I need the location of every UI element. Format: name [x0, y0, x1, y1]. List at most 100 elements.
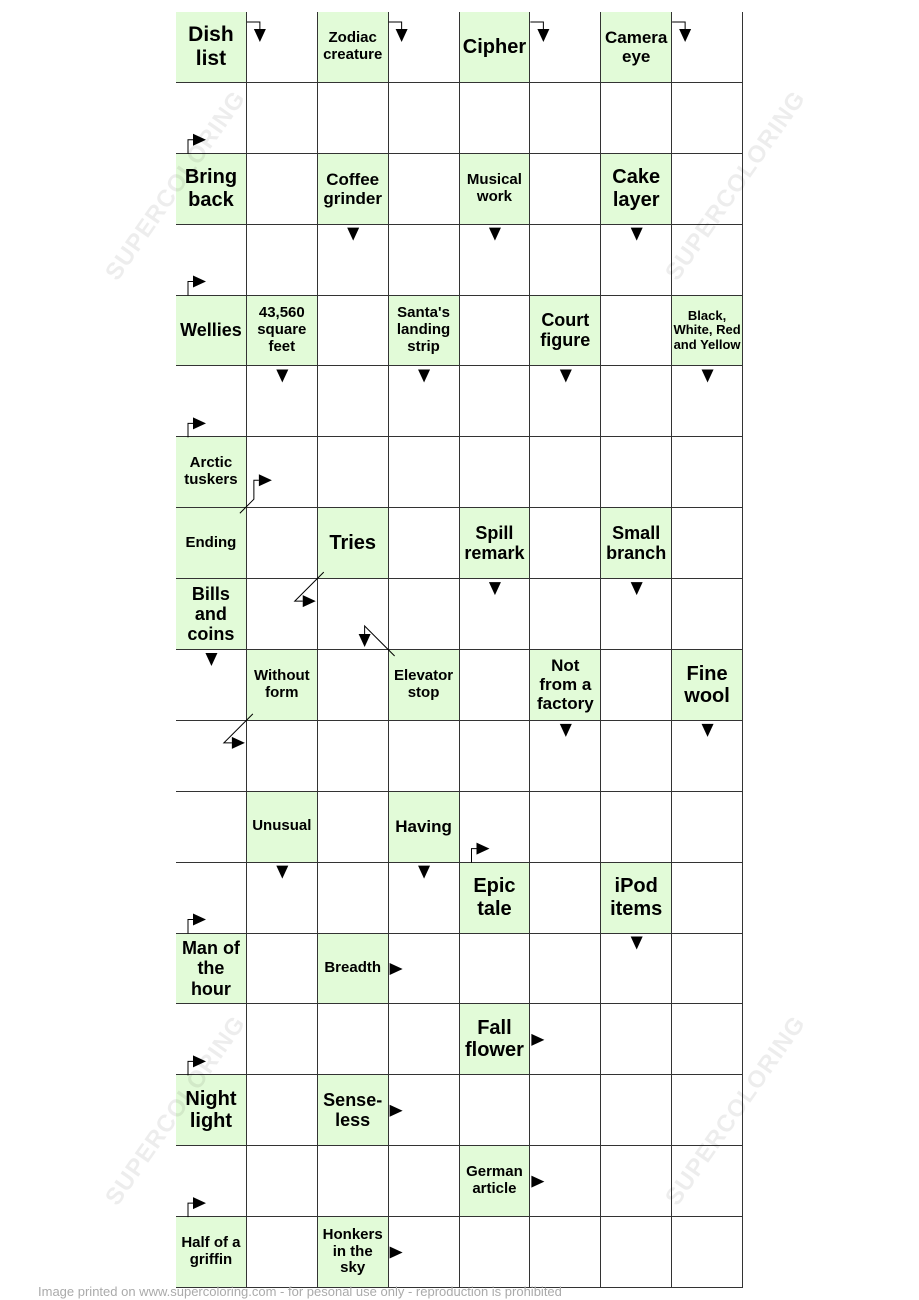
answer-cell[interactable] — [601, 791, 673, 863]
answer-cell[interactable] — [459, 82, 531, 154]
answer-cell[interactable] — [176, 366, 247, 438]
answer-cell[interactable] — [246, 82, 318, 154]
answer-cell[interactable] — [601, 1217, 673, 1288]
answer-cell[interactable] — [246, 366, 318, 438]
answer-cell[interactable] — [317, 862, 389, 934]
answer-cell[interactable] — [317, 791, 389, 863]
answer-cell[interactable] — [672, 12, 743, 83]
answer-cell[interactable] — [317, 295, 389, 367]
answer-cell[interactable] — [459, 224, 531, 296]
answer-cell[interactable] — [672, 224, 743, 296]
answer-cell[interactable] — [530, 933, 602, 1005]
answer-cell[interactable] — [246, 933, 318, 1005]
answer-cell[interactable] — [530, 437, 602, 509]
answer-cell[interactable] — [672, 153, 743, 225]
answer-cell[interactable] — [530, 720, 602, 792]
answer-cell[interactable] — [530, 1004, 602, 1076]
answer-cell[interactable] — [530, 153, 602, 225]
answer-cell[interactable] — [672, 1075, 743, 1147]
answer-cell[interactable] — [601, 82, 673, 154]
answer-cell[interactable] — [388, 862, 460, 934]
answer-cell[interactable] — [530, 508, 602, 580]
answer-cell[interactable] — [388, 720, 460, 792]
answer-cell[interactable] — [530, 862, 602, 934]
answer-cell[interactable] — [459, 791, 531, 863]
answer-cell[interactable] — [388, 437, 460, 509]
answer-cell[interactable] — [601, 579, 673, 650]
answer-cell[interactable] — [317, 224, 389, 296]
answer-cell[interactable] — [459, 437, 531, 509]
answer-cell[interactable] — [176, 224, 247, 296]
answer-cell[interactable] — [672, 720, 743, 792]
answer-cell[interactable] — [672, 82, 743, 154]
answer-cell[interactable] — [317, 579, 389, 650]
answer-cell[interactable] — [246, 12, 318, 83]
answer-cell[interactable] — [246, 1075, 318, 1147]
answer-cell[interactable] — [317, 437, 389, 509]
answer-cell[interactable] — [672, 1004, 743, 1076]
answer-cell[interactable] — [530, 12, 602, 83]
answer-cell[interactable] — [176, 791, 247, 863]
answer-cell[interactable] — [388, 82, 460, 154]
answer-cell[interactable] — [388, 579, 460, 650]
answer-cell[interactable] — [176, 650, 247, 721]
answer-cell[interactable] — [530, 791, 602, 863]
answer-cell[interactable] — [459, 579, 531, 650]
answer-cell[interactable] — [459, 650, 531, 721]
answer-cell[interactable] — [246, 1217, 318, 1288]
answer-cell[interactable] — [672, 933, 743, 1005]
answer-cell[interactable] — [388, 366, 460, 438]
answer-cell[interactable] — [459, 1217, 531, 1288]
answer-cell[interactable] — [672, 508, 743, 580]
answer-cell[interactable] — [246, 579, 318, 650]
answer-cell[interactable] — [459, 1075, 531, 1147]
answer-cell[interactable] — [246, 720, 318, 792]
answer-cell[interactable] — [459, 366, 531, 438]
answer-cell[interactable] — [388, 153, 460, 225]
answer-cell[interactable] — [672, 579, 743, 650]
answer-cell[interactable] — [317, 1004, 389, 1076]
answer-cell[interactable] — [530, 82, 602, 154]
answer-cell[interactable] — [388, 12, 460, 83]
answer-cell[interactable] — [176, 720, 247, 792]
answer-cell[interactable] — [601, 437, 673, 509]
answer-cell[interactable] — [459, 295, 531, 367]
answer-cell[interactable] — [176, 862, 247, 934]
answer-cell[interactable] — [388, 933, 460, 1005]
answer-cell[interactable] — [672, 1146, 743, 1218]
answer-cell[interactable] — [530, 579, 602, 650]
answer-cell[interactable] — [317, 720, 389, 792]
answer-cell[interactable] — [601, 650, 673, 721]
answer-cell[interactable] — [176, 1146, 247, 1218]
answer-cell[interactable] — [601, 1146, 673, 1218]
answer-cell[interactable] — [601, 366, 673, 438]
answer-cell[interactable] — [388, 1217, 460, 1288]
answer-cell[interactable] — [246, 1004, 318, 1076]
answer-cell[interactable] — [672, 862, 743, 934]
answer-cell[interactable] — [601, 1004, 673, 1076]
answer-cell[interactable] — [246, 153, 318, 225]
answer-cell[interactable] — [459, 720, 531, 792]
answer-cell[interactable] — [530, 1217, 602, 1288]
answer-cell[interactable] — [601, 295, 673, 367]
answer-cell[interactable] — [672, 791, 743, 863]
answer-cell[interactable] — [601, 1075, 673, 1147]
answer-cell[interactable] — [317, 650, 389, 721]
answer-cell[interactable] — [246, 437, 318, 509]
answer-cell[interactable] — [246, 1146, 318, 1218]
answer-cell[interactable] — [317, 1146, 389, 1218]
answer-cell[interactable] — [317, 366, 389, 438]
answer-cell[interactable] — [246, 862, 318, 934]
answer-cell[interactable] — [388, 1004, 460, 1076]
answer-cell[interactable] — [672, 437, 743, 509]
answer-cell[interactable] — [601, 224, 673, 296]
answer-cell[interactable] — [317, 82, 389, 154]
answer-cell[interactable] — [530, 224, 602, 296]
answer-cell[interactable] — [388, 1146, 460, 1218]
answer-cell[interactable] — [246, 508, 318, 580]
answer-cell[interactable] — [530, 1146, 602, 1218]
answer-cell[interactable] — [601, 933, 673, 1005]
answer-cell[interactable] — [459, 933, 531, 1005]
answer-cell[interactable] — [530, 366, 602, 438]
answer-cell[interactable] — [388, 224, 460, 296]
